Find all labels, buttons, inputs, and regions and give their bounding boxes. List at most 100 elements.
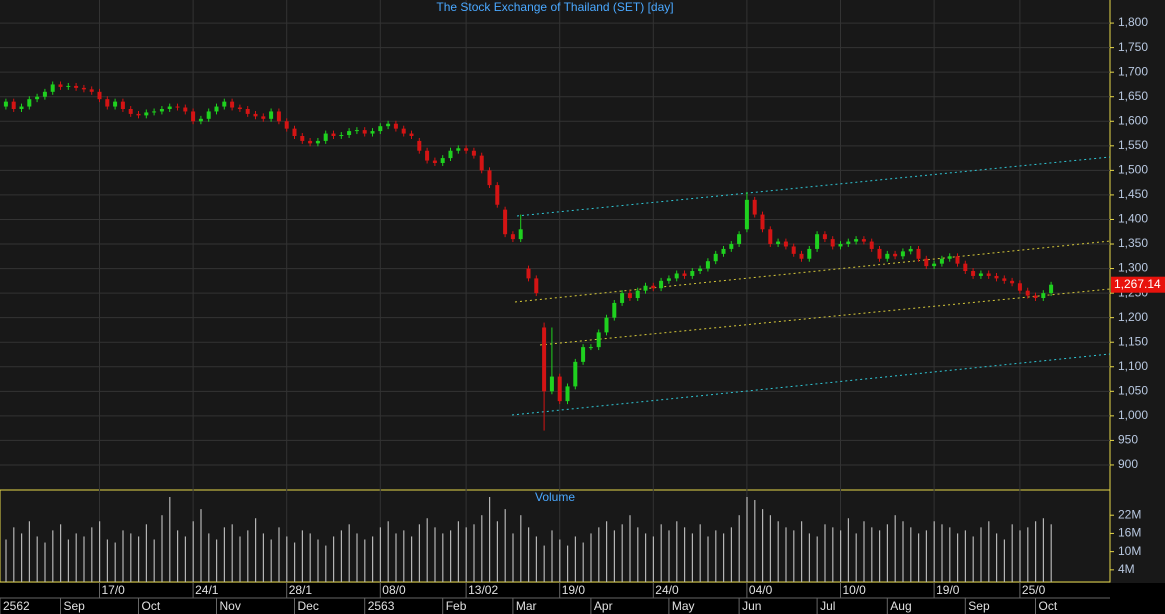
volume-bar bbox=[231, 524, 233, 582]
candle-body bbox=[89, 89, 94, 92]
candle-body bbox=[401, 128, 406, 134]
volume-bar bbox=[715, 530, 717, 582]
month-label: Jun bbox=[742, 599, 761, 613]
y-tick-label: 1,750 bbox=[1118, 40, 1148, 54]
candle-body bbox=[908, 248, 913, 252]
candle-body bbox=[323, 133, 328, 141]
candle-body bbox=[830, 239, 835, 247]
trend-line bbox=[539, 288, 1111, 346]
volume-bar bbox=[730, 527, 732, 582]
volume-bar bbox=[177, 530, 179, 582]
candle-body bbox=[393, 123, 398, 129]
candle-body bbox=[721, 248, 726, 254]
y-tick-label: 1,200 bbox=[1118, 310, 1148, 324]
x-tick-label: 08/0 bbox=[382, 583, 406, 597]
volume-bar bbox=[535, 536, 537, 582]
volume-bar bbox=[964, 530, 966, 582]
candle-body bbox=[331, 133, 336, 137]
candle-body bbox=[214, 106, 219, 112]
volume-bar bbox=[169, 496, 171, 582]
volume-bar bbox=[652, 536, 654, 582]
candle-body bbox=[916, 248, 921, 259]
y-tick-label: 1,400 bbox=[1118, 212, 1148, 226]
volume-bar bbox=[769, 515, 771, 582]
candle-body bbox=[35, 96, 40, 100]
volume-bar bbox=[598, 527, 600, 582]
candle-body bbox=[682, 273, 687, 276]
volume-bar bbox=[395, 533, 397, 582]
volume-bar bbox=[738, 515, 740, 582]
candle-body bbox=[292, 128, 297, 137]
candle-body bbox=[885, 253, 890, 259]
candle-body bbox=[612, 302, 617, 318]
volume-bar bbox=[801, 521, 803, 582]
volume-bar bbox=[255, 518, 257, 582]
volume-bar bbox=[863, 521, 865, 582]
month-label: Mar bbox=[516, 599, 537, 613]
y-tick-label: 900 bbox=[1118, 457, 1138, 471]
y-tick-label: 1,600 bbox=[1118, 113, 1148, 127]
y-tick-label: 4M bbox=[1118, 562, 1135, 576]
volume-bar bbox=[707, 536, 709, 582]
candle-body bbox=[869, 241, 874, 249]
trend-line bbox=[511, 353, 1111, 416]
candle-body bbox=[557, 376, 562, 402]
candle-body bbox=[456, 148, 461, 151]
x-tick-label: 10/0 bbox=[843, 583, 867, 597]
candle-body bbox=[643, 285, 648, 291]
candle-body bbox=[230, 101, 235, 108]
volume-bar bbox=[894, 515, 896, 582]
volume-bar bbox=[192, 521, 194, 582]
volume-bar bbox=[216, 539, 218, 582]
volume-bar bbox=[442, 533, 444, 582]
volume-bar bbox=[138, 536, 140, 582]
volume-bar bbox=[941, 524, 943, 582]
volume-bar bbox=[91, 527, 93, 582]
candle-body bbox=[542, 327, 547, 392]
candle-body bbox=[666, 278, 671, 281]
month-label: Sep bbox=[64, 599, 86, 613]
volume-bar bbox=[364, 539, 366, 582]
month-label: Sep bbox=[968, 599, 990, 613]
volume-bar bbox=[294, 542, 296, 582]
volume-bar bbox=[379, 527, 381, 582]
volume-bar bbox=[567, 545, 569, 582]
trend-lines bbox=[511, 156, 1111, 416]
y-tick-label: 1,000 bbox=[1118, 408, 1148, 422]
candle-body bbox=[799, 253, 804, 259]
y-tick-label: 950 bbox=[1118, 433, 1138, 447]
candle-body bbox=[128, 108, 133, 114]
volume-bar bbox=[333, 536, 335, 582]
candle-body bbox=[253, 113, 258, 117]
candle-body bbox=[713, 253, 718, 262]
candle-body bbox=[651, 285, 656, 289]
month-label: Nov bbox=[220, 599, 241, 613]
candle-body bbox=[963, 263, 968, 272]
last-price-box bbox=[1111, 276, 1165, 293]
candle-body bbox=[994, 275, 999, 279]
candle-body bbox=[1017, 283, 1022, 291]
candle-body bbox=[705, 261, 710, 269]
candle-body bbox=[877, 248, 882, 259]
candle-body bbox=[760, 214, 765, 230]
candle-body bbox=[464, 148, 469, 151]
x-tick-label: 25/0 bbox=[1022, 583, 1046, 597]
candle-body bbox=[752, 199, 757, 215]
volume-bar bbox=[317, 539, 319, 582]
chart-title: The Stock Exchange of Thailand (SET) [da… bbox=[436, 0, 673, 14]
volume-bar bbox=[36, 536, 38, 582]
volume-bar bbox=[153, 539, 155, 582]
y-tick-label: 1,700 bbox=[1118, 64, 1148, 78]
candle-body bbox=[854, 239, 859, 242]
candle-body bbox=[861, 239, 866, 242]
candle-body bbox=[495, 185, 500, 205]
trend-line bbox=[516, 156, 1111, 217]
candle-body bbox=[152, 111, 157, 113]
volume-bar bbox=[473, 524, 475, 582]
volume-bar bbox=[52, 530, 54, 582]
candle-body bbox=[698, 268, 703, 272]
candle-body bbox=[783, 241, 788, 247]
y-tick-label: 10M bbox=[1118, 544, 1141, 558]
month-label: 2562 bbox=[3, 599, 30, 613]
